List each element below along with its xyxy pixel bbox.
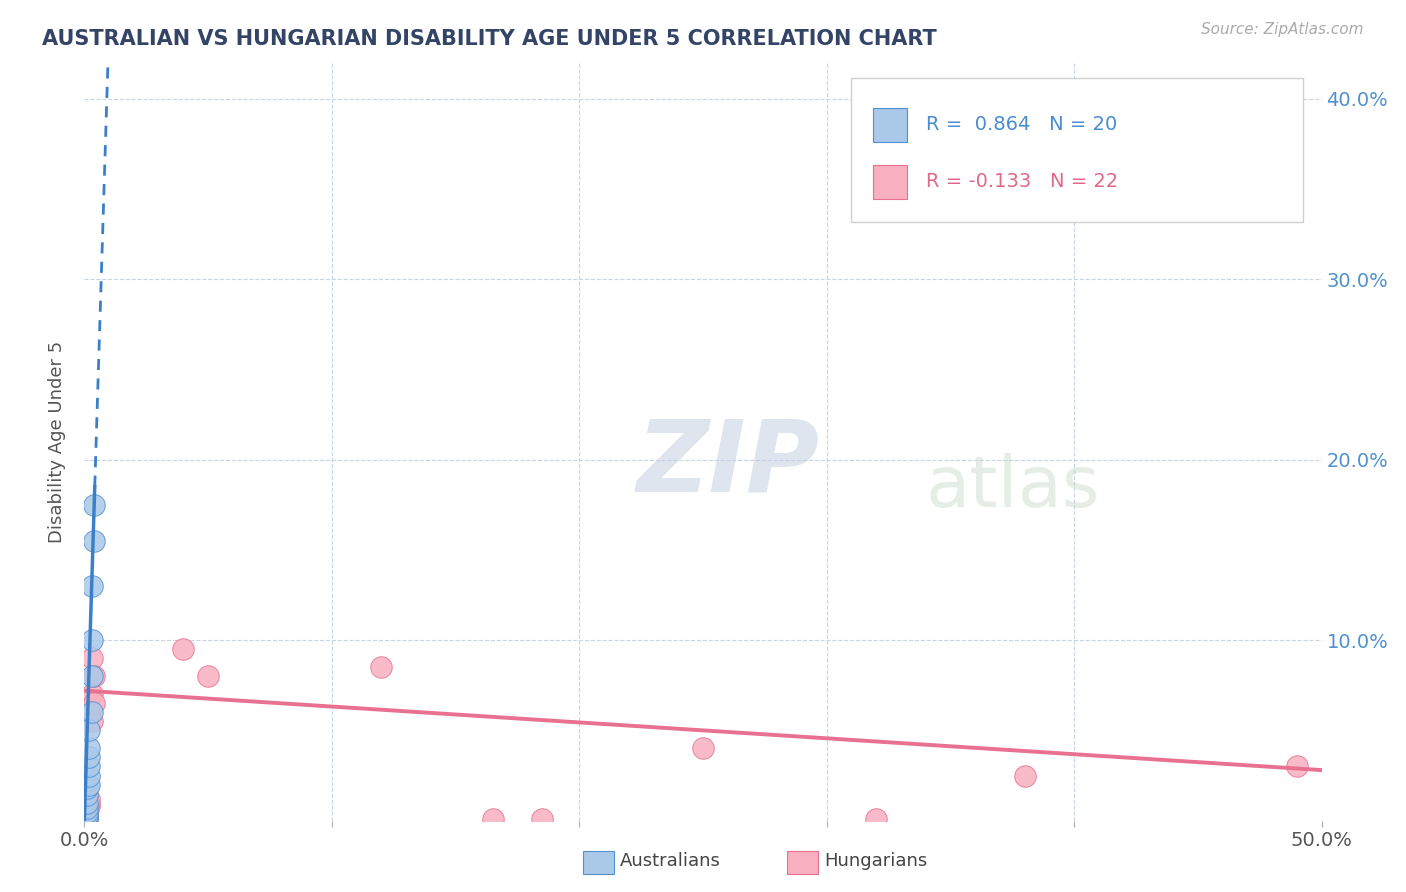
Point [76, 801, 98, 815]
Point [865, 812, 887, 826]
Point [80, 669, 103, 683]
Text: R =  0.864   N = 20: R = 0.864 N = 20 [925, 115, 1116, 134]
Point [79, 723, 101, 738]
Point [370, 660, 392, 674]
Point [80, 687, 103, 701]
Point [79, 768, 101, 782]
Point [83, 696, 105, 710]
Text: R = -0.133   N = 22: R = -0.133 N = 22 [925, 172, 1118, 191]
Bar [873, 165, 907, 199]
Point [79, 750, 101, 764]
Point [197, 669, 219, 683]
Point [1285, 759, 1308, 773]
Point [76, 812, 98, 826]
Point [83, 669, 105, 683]
Text: atlas: atlas [925, 452, 1099, 522]
Point [80, 706, 103, 720]
Point [80, 579, 103, 593]
Point [76, 801, 98, 815]
Point [76, 789, 98, 803]
Text: ZIP: ZIP [637, 416, 820, 513]
Point [76, 796, 98, 810]
Text: Source: ZipAtlas.com: Source: ZipAtlas.com [1201, 22, 1364, 37]
Point [80, 714, 103, 729]
Y-axis label: Disability Age Under 5: Disability Age Under 5 [48, 341, 66, 542]
Point [76, 808, 98, 822]
Point [1014, 768, 1036, 782]
Point [79, 799, 101, 814]
Text: Australians: Australians [620, 852, 721, 870]
Point [76, 781, 98, 796]
Point [80, 633, 103, 648]
Point [76, 805, 98, 819]
Bar [873, 108, 907, 142]
Point [692, 741, 714, 756]
Point [172, 642, 194, 657]
Point [79, 741, 101, 756]
Point [83, 498, 105, 512]
Point [80, 651, 103, 665]
Point [79, 792, 101, 806]
Point [481, 812, 503, 826]
Point [76, 812, 98, 826]
Point [79, 759, 101, 773]
Point [76, 810, 98, 824]
Point [531, 812, 554, 826]
Point [79, 778, 101, 792]
Point [83, 533, 105, 548]
Point [76, 808, 98, 822]
Text: AUSTRALIAN VS HUNGARIAN DISABILITY AGE UNDER 5 CORRELATION CHART: AUSTRALIAN VS HUNGARIAN DISABILITY AGE U… [42, 29, 936, 48]
Point [76, 810, 98, 824]
FancyBboxPatch shape [852, 78, 1303, 222]
Point [79, 796, 101, 810]
Text: Hungarians: Hungarians [824, 852, 927, 870]
Point [76, 805, 98, 819]
